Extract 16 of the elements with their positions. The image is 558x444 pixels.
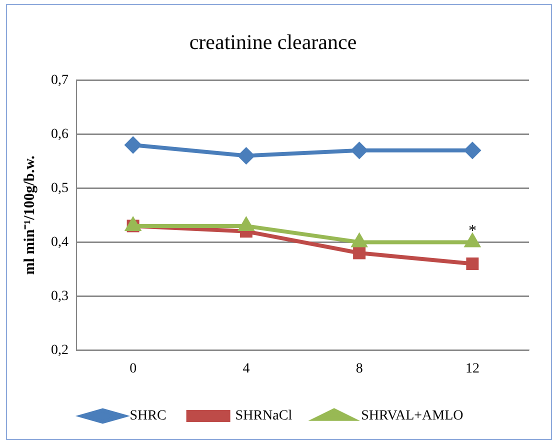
y-tick-label: 0,3 xyxy=(51,288,68,304)
legend-label: SHRNaCl xyxy=(235,408,292,424)
y-tick-label: 0,7 xyxy=(51,72,68,88)
legend-label: SHRC xyxy=(130,408,166,424)
y-tick-label: 0,6 xyxy=(51,126,68,142)
y-tick-label: 0,4 xyxy=(51,234,68,250)
y-tick-label: 0,5 xyxy=(51,180,68,196)
x-tick-label: 12 xyxy=(465,361,480,376)
annotation: * xyxy=(468,222,476,240)
y-tick-label: 0,2 xyxy=(51,342,68,358)
x-tick-label: 8 xyxy=(356,361,363,376)
x-tick-label: 4 xyxy=(242,361,250,376)
y-axis-title: ml min⁻¹/100g/b.w. xyxy=(22,155,38,275)
legend-label: SHRVAL+AMLO xyxy=(361,408,464,424)
chart-title: creatinine clearance xyxy=(189,30,357,54)
x-tick-label: 0 xyxy=(130,361,137,376)
